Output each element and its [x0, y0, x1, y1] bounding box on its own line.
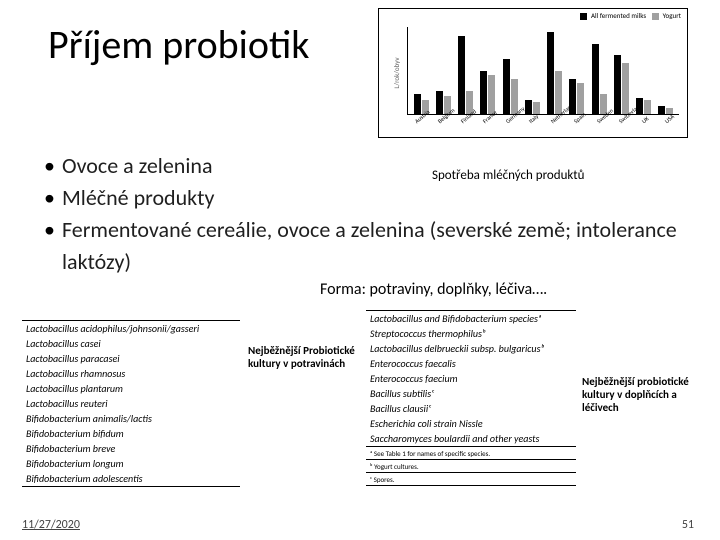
footer-date: 11/27/2020: [22, 518, 80, 532]
bullet-list: Ovoce a zelenina Mléčné produkty Ferment…: [40, 150, 680, 278]
bar-group: [458, 36, 473, 114]
bar-group: [503, 59, 518, 114]
bar-group: [525, 100, 540, 114]
list-item: Bifidobacterium bifidum: [22, 426, 240, 441]
list-item: Lactobacillus acidophilus/johnsonii/gass…: [22, 321, 240, 336]
chart-xlabel: Italy: [527, 113, 548, 135]
bar: [480, 71, 487, 114]
list-item: Saccharomyces boulardii and other yeasts: [366, 431, 576, 446]
bar: [614, 55, 621, 114]
list-item: Bifidobacterium breve: [22, 441, 240, 456]
chart-xlabel: Netherlands: [549, 113, 570, 135]
list-item: Lactobacillus reuteri: [22, 396, 240, 411]
list-item: Enterococcus faecium: [366, 371, 576, 386]
chart-xlabel: USA: [663, 113, 684, 135]
bar: [592, 44, 599, 114]
bar: [547, 32, 554, 114]
list-item: Enterococcus faecalis: [366, 356, 576, 371]
page-title: Příjem probiotik: [48, 20, 309, 69]
bar-group: [480, 71, 495, 114]
legend-label-all: All fermented milks: [591, 11, 646, 20]
footnote: ᵃ See Table 1 for names of specific spec…: [366, 446, 576, 459]
list-item: Streptococcus thermophilusᵇ: [366, 326, 576, 341]
bullet-item: Mléčné produkty: [40, 182, 680, 214]
footnote: ᵇ Yogurt cultures.: [366, 459, 576, 472]
bar: [577, 83, 584, 114]
bar-group: [547, 32, 562, 114]
left-list-caption: Nejběžnější Probiotické kultury v potrav…: [248, 344, 358, 370]
list-item: Lactobacillus casei: [22, 336, 240, 351]
chart-xlabel: France: [481, 113, 502, 135]
chart-xlabel: Belgium: [436, 113, 457, 135]
legend-swatch-yogurt: [652, 13, 659, 20]
chart-xlabel: Sweden: [595, 113, 616, 135]
bar: [436, 91, 443, 114]
chart-xlabel: UK: [640, 113, 661, 135]
bullet-item: Ovoce a zelenina: [40, 150, 680, 182]
bar: [658, 106, 665, 114]
chart-ylabel: L/rok/obyv: [392, 57, 401, 88]
chart-legend: All fermented milks Yogurt: [576, 11, 681, 20]
legend-label-yogurt: Yogurt: [663, 11, 681, 20]
chart-xlabels: AustriaBelgiumFinlandFranceGermanyItalyN…: [407, 117, 679, 137]
bullet-item: Fermentované cereálie, ovoce a zelenina …: [40, 214, 680, 278]
list-item: Escherichia coli strain Nissle: [366, 416, 576, 431]
right-list-caption: Nejběžnější probiotické kultury v doplňc…: [582, 375, 710, 415]
bar: [414, 94, 421, 114]
consumption-chart: All fermented milks Yogurt L/rok/obyv Au…: [378, 8, 688, 138]
species-list-supplements: Lactobacillus and Bifidobacterium specie…: [366, 310, 576, 486]
list-item: Bacillus clausiiᶜ: [366, 401, 576, 416]
bar: [458, 36, 465, 114]
chart-xlabel: Spain: [572, 113, 593, 135]
form-note: Forma: potraviny, doplňky, léčiva….: [320, 280, 547, 299]
list-item: Bifidobacterium longum: [22, 456, 240, 471]
bar-group: [592, 44, 607, 114]
chart-xlabel: Switzerland: [617, 113, 638, 135]
bar: [622, 63, 629, 114]
list-item: Lactobacillus rhamnosus: [22, 366, 240, 381]
list-item: Bacillus subtilisᶜ: [366, 386, 576, 401]
chart-xlabel: Germany: [504, 113, 525, 135]
list-item: Lactobacillus and Bifidobacterium specie…: [366, 311, 576, 326]
list-item: Lactobacillus paracasei: [22, 351, 240, 366]
footnote: ᶜ Spores.: [366, 472, 576, 485]
bar: [525, 100, 532, 114]
species-list-foods: Lactobacillus acidophilus/johnsonii/gass…: [22, 320, 240, 487]
list-item: Bifidobacterium animalis/lactis: [22, 411, 240, 426]
chart-xlabel: Finland: [459, 113, 480, 135]
list-item: Bifidobacterium adolescentis: [22, 471, 240, 486]
chart-xlabel: Austria: [413, 113, 434, 135]
bar: [503, 59, 510, 114]
list-item: Lactobacillus plantarum: [22, 381, 240, 396]
bar-group: [614, 55, 629, 114]
list-item: Lactobacillus delbrueckii subsp. bulgari…: [366, 341, 576, 356]
legend-swatch-all: [580, 13, 587, 20]
footer-page: 51: [682, 518, 694, 532]
